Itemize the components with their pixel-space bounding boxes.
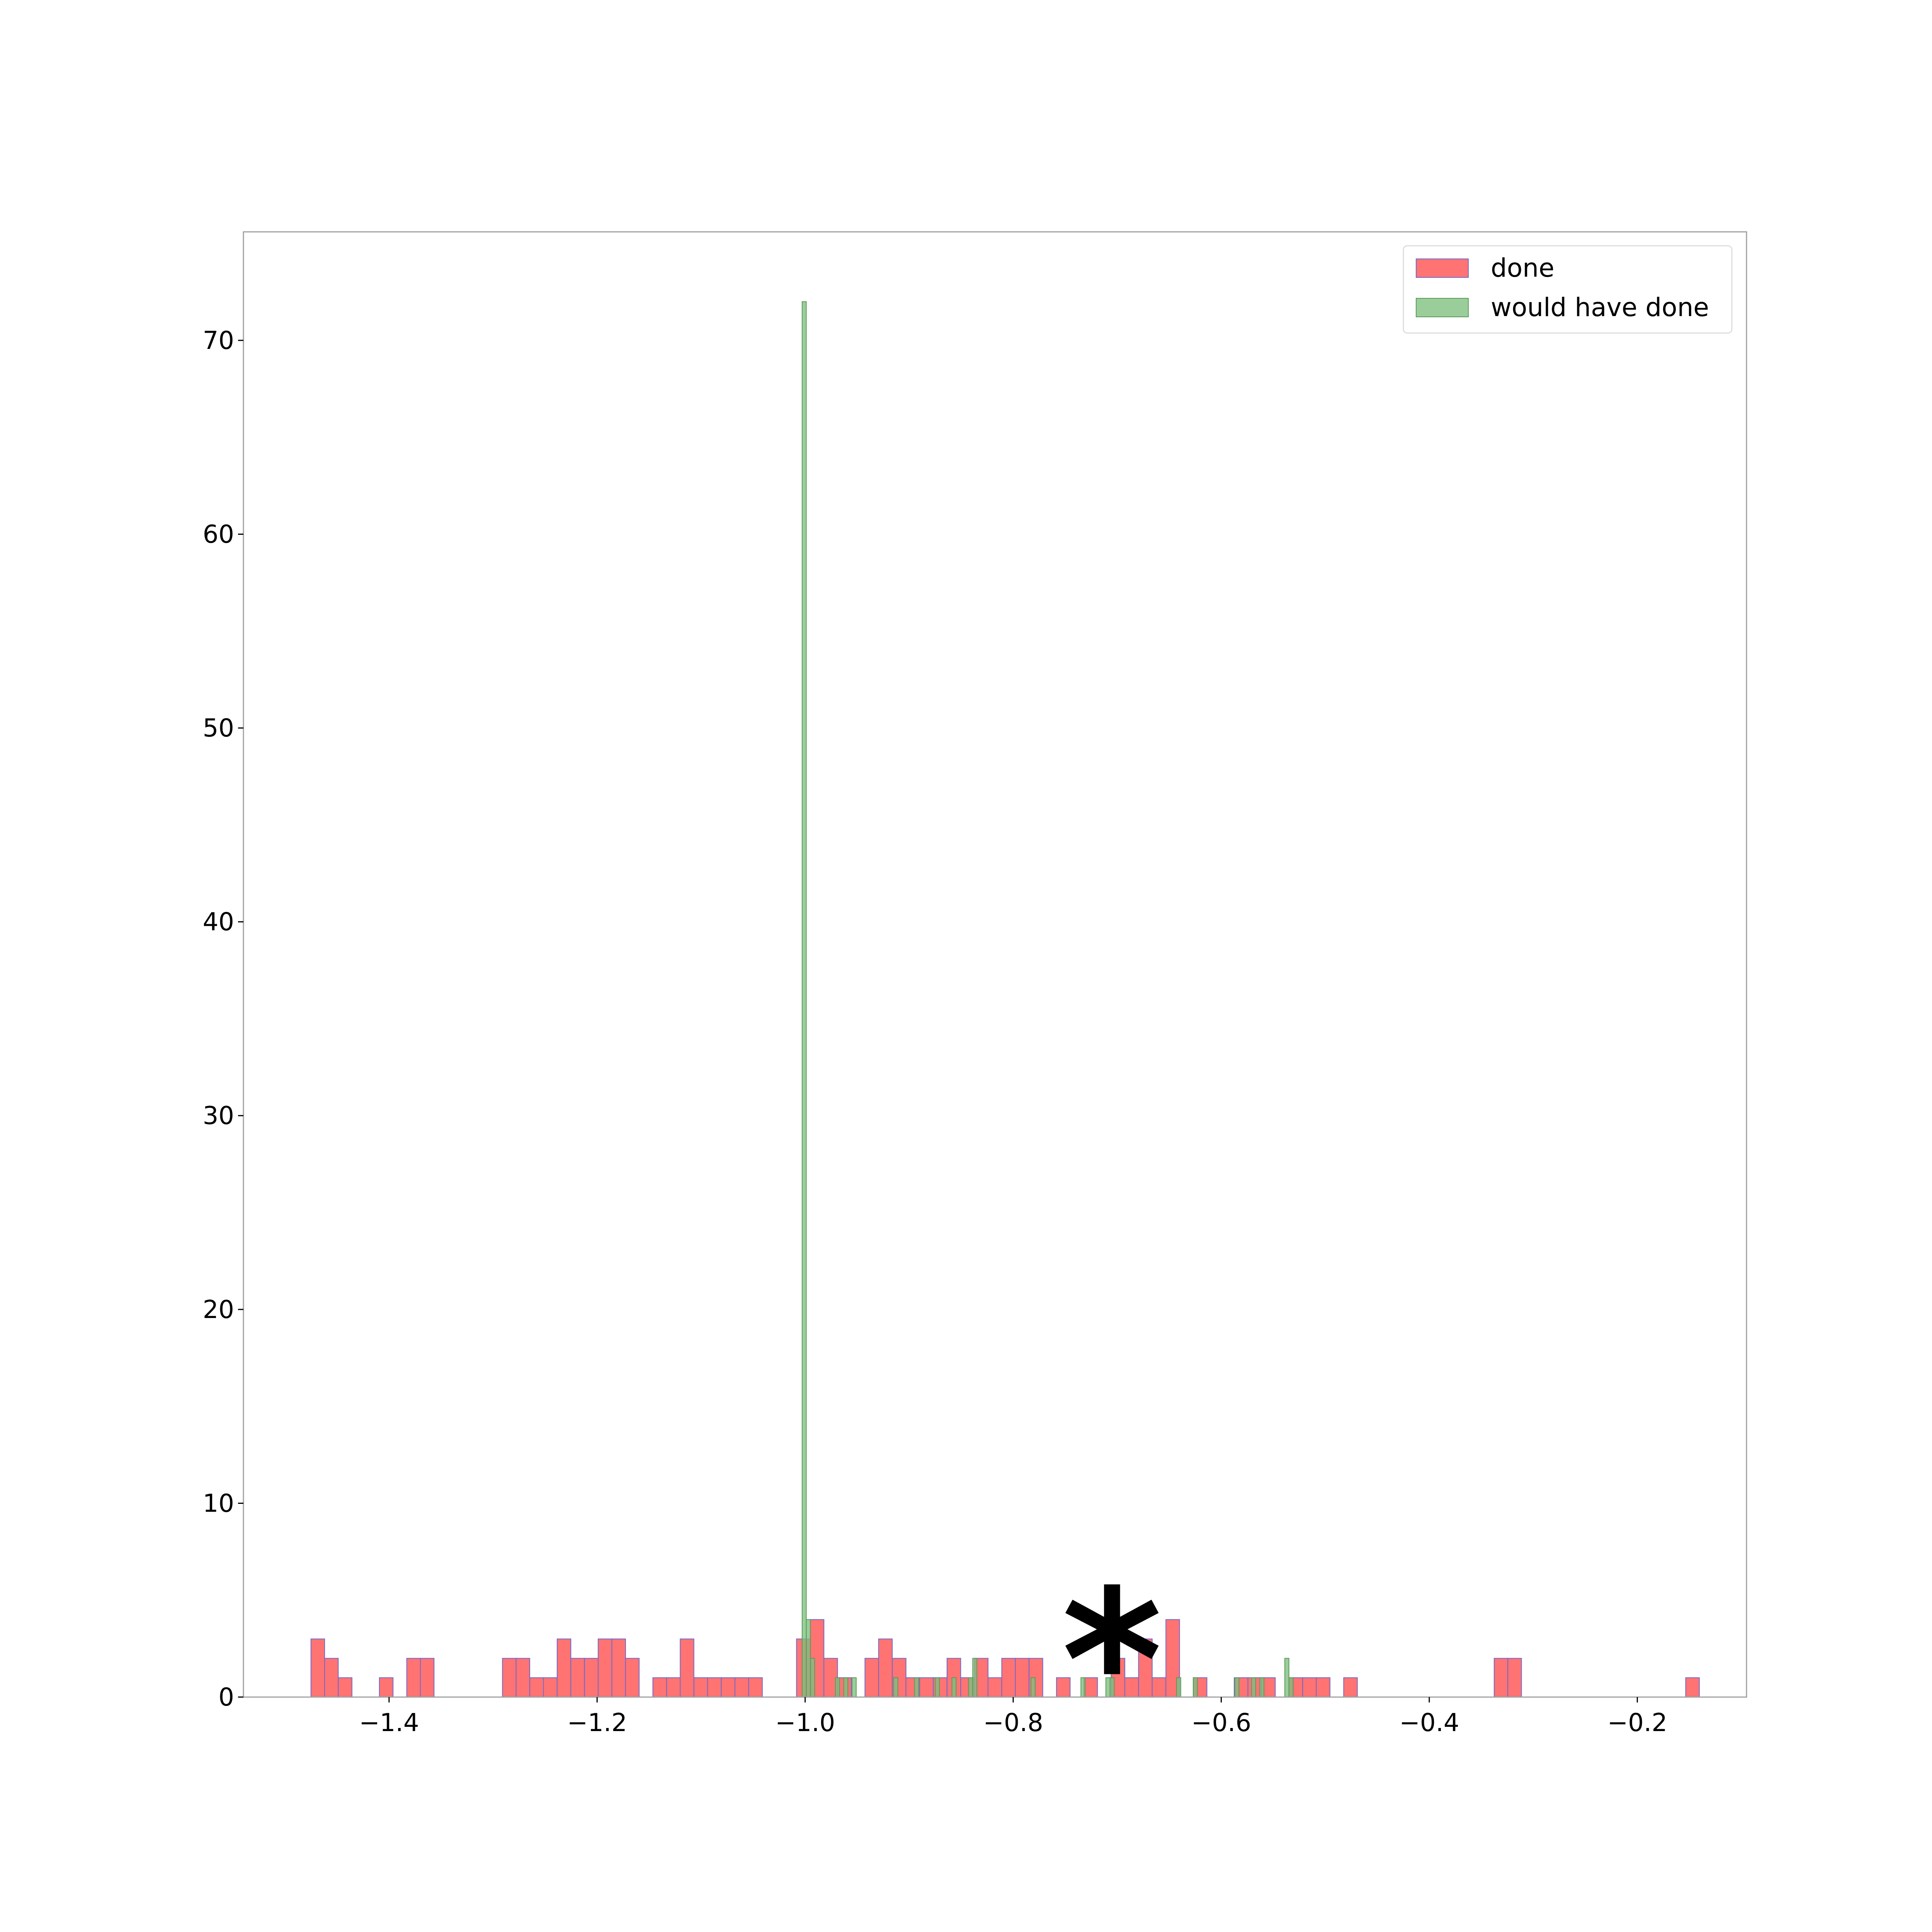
annotation-asterisk: * bbox=[1061, 1548, 1162, 1773]
bar-done-6 bbox=[502, 1658, 517, 1698]
bar-done-0 bbox=[310, 1638, 325, 1698]
bar-would-have-done-2 bbox=[810, 1658, 815, 1698]
bar-done-28 bbox=[864, 1658, 879, 1698]
y-tick-label: 20 bbox=[203, 1296, 234, 1324]
bar-would-have-done-0 bbox=[801, 301, 807, 1697]
y-axis: 0 10 20 30 40 50 60 70 bbox=[203, 327, 243, 1712]
bar-would-have-done-4 bbox=[843, 1677, 849, 1698]
bar-done-8 bbox=[529, 1677, 544, 1698]
y-tick-label: 10 bbox=[203, 1489, 234, 1518]
bar-done-54 bbox=[1316, 1677, 1330, 1698]
plot-frame bbox=[243, 231, 1747, 1698]
bar-would-have-done-9 bbox=[951, 1677, 957, 1698]
bar-done-55 bbox=[1343, 1677, 1358, 1698]
bar-done-1 bbox=[324, 1658, 339, 1698]
y-tick-label: 60 bbox=[203, 520, 234, 549]
bar-done-38 bbox=[1001, 1658, 1016, 1698]
x-tick-label: −0.2 bbox=[1607, 1709, 1667, 1737]
bar-would-have-done-8 bbox=[935, 1677, 940, 1698]
bar-done-57 bbox=[1507, 1658, 1522, 1698]
x-tick-label: −1.4 bbox=[359, 1709, 419, 1737]
x-tick-label: −0.6 bbox=[1191, 1709, 1251, 1737]
bar-done-14 bbox=[611, 1638, 626, 1698]
bar-done-9 bbox=[543, 1677, 558, 1698]
legend: done would have done bbox=[1403, 245, 1733, 334]
bar-would-have-done-19 bbox=[1251, 1677, 1256, 1698]
bar-would-have-done-16 bbox=[1176, 1677, 1181, 1698]
bar-would-have-done-11 bbox=[972, 1658, 978, 1698]
bar-would-have-done-17 bbox=[1193, 1677, 1198, 1698]
x-tick-label: −1.0 bbox=[775, 1709, 835, 1737]
y-tick-label: 40 bbox=[203, 908, 234, 937]
bar-done-58 bbox=[1685, 1677, 1700, 1698]
bar-would-have-done-21 bbox=[1284, 1658, 1289, 1698]
bar-would-have-done-12 bbox=[1031, 1677, 1036, 1698]
y-tick-label: 30 bbox=[203, 1102, 234, 1130]
bar-would-have-done-6 bbox=[893, 1677, 898, 1698]
bar-done-11 bbox=[570, 1658, 585, 1698]
legend-swatch-would-have-done bbox=[1416, 298, 1469, 317]
bar-done-41 bbox=[1056, 1677, 1071, 1698]
y-tick-label: 0 bbox=[218, 1683, 234, 1712]
bar-done-20 bbox=[707, 1677, 722, 1698]
series-done-bars bbox=[310, 1619, 1700, 1698]
x-tick-label: −0.4 bbox=[1399, 1709, 1459, 1737]
bar-done-7 bbox=[515, 1658, 530, 1698]
bar-would-have-done-20 bbox=[1259, 1677, 1265, 1698]
bar-done-17 bbox=[666, 1677, 681, 1698]
bar-done-18 bbox=[680, 1638, 694, 1698]
bar-done-19 bbox=[693, 1677, 708, 1698]
bar-would-have-done-22 bbox=[1288, 1677, 1294, 1698]
bar-would-have-done-3 bbox=[835, 1677, 840, 1698]
bar-would-have-done-7 bbox=[914, 1677, 919, 1698]
bar-would-have-done-18 bbox=[1234, 1677, 1240, 1698]
y-tick-label: 70 bbox=[203, 327, 234, 355]
bar-done-10 bbox=[556, 1638, 571, 1698]
bar-would-have-done-10 bbox=[968, 1677, 973, 1698]
bar-done-32 bbox=[919, 1677, 934, 1698]
bar-done-4 bbox=[406, 1658, 421, 1698]
legend-label-done: done bbox=[1491, 253, 1554, 283]
bar-done-16 bbox=[652, 1677, 667, 1698]
legend-swatch-done bbox=[1416, 259, 1469, 278]
bar-done-53 bbox=[1302, 1677, 1317, 1698]
y-tick-label: 50 bbox=[203, 714, 234, 743]
bar-done-13 bbox=[597, 1638, 612, 1698]
bar-done-5 bbox=[420, 1658, 435, 1698]
bar-would-have-done-1 bbox=[806, 1619, 811, 1698]
bar-would-have-done-5 bbox=[852, 1677, 857, 1698]
bar-done-23 bbox=[748, 1677, 763, 1698]
x-tick-label: −1.2 bbox=[567, 1709, 627, 1737]
bar-done-37 bbox=[987, 1677, 1002, 1698]
bar-done-56 bbox=[1493, 1658, 1509, 1698]
bar-done-29 bbox=[878, 1638, 893, 1698]
x-tick-label: −0.8 bbox=[983, 1709, 1043, 1737]
bar-done-42 bbox=[1083, 1677, 1098, 1698]
bar-done-15 bbox=[625, 1658, 640, 1698]
bar-done-2 bbox=[338, 1677, 352, 1698]
bar-done-3 bbox=[379, 1677, 394, 1698]
legend-frame bbox=[1403, 245, 1733, 334]
legend-label-would-have-done: would have done bbox=[1491, 293, 1709, 322]
bar-done-21 bbox=[721, 1677, 736, 1698]
bar-done-22 bbox=[734, 1677, 749, 1698]
x-axis: −1.4 −1.2 −1.0 −0.8 −0.6 −0.4 −0.2 bbox=[359, 1697, 1667, 1737]
bar-done-12 bbox=[584, 1658, 599, 1698]
bar-done-39 bbox=[1015, 1658, 1030, 1698]
